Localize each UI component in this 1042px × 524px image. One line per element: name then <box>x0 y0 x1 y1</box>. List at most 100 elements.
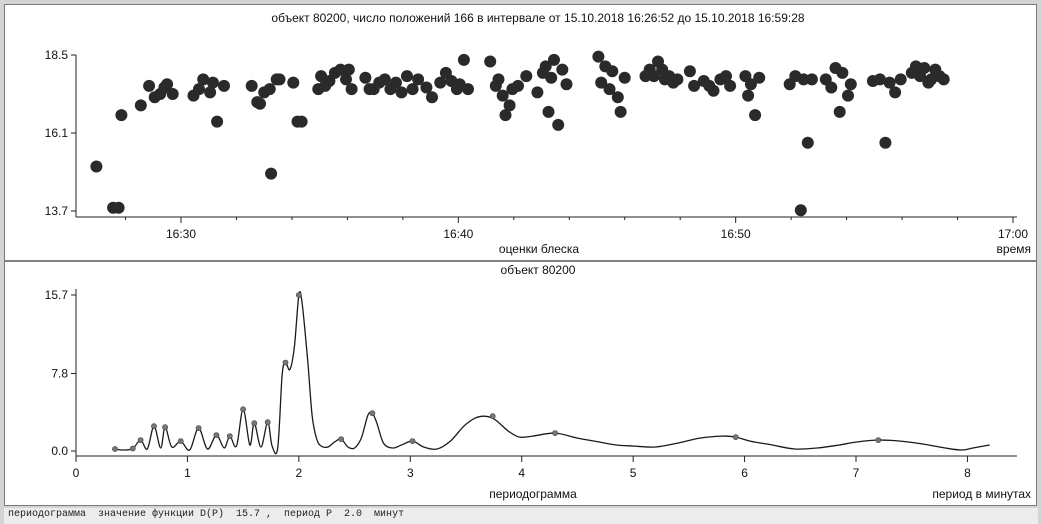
x-tick-label: 8 <box>964 466 971 480</box>
scatter-point <box>211 115 224 128</box>
scatter-point <box>720 70 732 83</box>
scatter-point <box>539 60 552 73</box>
scatter-point <box>937 73 950 86</box>
periodogram-peak-point <box>338 436 345 442</box>
scatter-point <box>836 66 849 79</box>
scatter-point <box>434 76 447 89</box>
top-x-axis-label: оценки блеска <box>499 242 580 256</box>
scatter-point <box>894 73 907 86</box>
x-tick-label: 6 <box>741 466 748 480</box>
scatter-point <box>688 79 701 92</box>
scatter-point <box>115 109 128 122</box>
scatter-point <box>918 62 931 74</box>
scatter-point <box>395 86 408 99</box>
scatter-point <box>245 79 258 92</box>
scatter-point <box>618 71 631 84</box>
x-tick-label: 0 <box>73 466 80 480</box>
scatter-point <box>647 70 660 83</box>
scatter-point <box>378 73 391 86</box>
scatter-point <box>204 86 217 99</box>
scatter-point <box>873 73 886 86</box>
scatter-point <box>889 86 902 99</box>
scatter-point <box>462 83 474 96</box>
periodogram-peak-point <box>489 413 496 420</box>
scatter-point <box>503 99 516 112</box>
periodogram-peak-point <box>295 292 302 298</box>
scatter-point <box>794 204 807 217</box>
scatter-point <box>265 167 278 180</box>
scatter-point <box>844 78 857 91</box>
scatter-point <box>603 83 616 96</box>
scatter-point <box>606 65 619 78</box>
scatter-point <box>166 88 179 100</box>
periodogram-peak-point <box>112 446 118 452</box>
scatter-point <box>254 97 266 110</box>
top-chart-points <box>90 50 950 217</box>
scatter-point <box>492 73 505 86</box>
chart-panel: объект 80200, число положений 166 в инте… <box>4 4 1037 506</box>
top-x-unit-label: время <box>997 242 1031 256</box>
scatter-point <box>883 76 896 89</box>
scatter-point <box>531 86 544 99</box>
scatter-point <box>484 55 497 68</box>
scatter-point <box>197 73 210 86</box>
scatter-point <box>457 53 470 66</box>
scatter-point <box>340 73 352 86</box>
scatter-point <box>742 89 755 102</box>
periodogram-curve <box>114 291 990 455</box>
scatter-point <box>263 83 276 96</box>
scatter-point <box>614 105 627 118</box>
scatter-point <box>520 70 533 83</box>
bottom-chart-title: объект 80200 <box>501 263 576 277</box>
bottom-x-unit-label: период в минутах <box>932 487 1031 501</box>
scatter-point <box>420 81 433 94</box>
x-tick-label: 7 <box>853 466 860 480</box>
scatter-point <box>548 53 560 66</box>
bottom-y-ticks: 15.7 7.8 0.0 <box>45 288 76 458</box>
y-tick-label: 13.7 <box>45 204 69 218</box>
scatter-point <box>542 105 555 118</box>
scatter-point <box>359 71 372 84</box>
x-tick-label: 3 <box>407 466 414 480</box>
scatter-point <box>683 65 696 78</box>
scatter-point <box>724 79 737 92</box>
status-bar: периодограмма значение функции D(P) 15.7… <box>4 508 1038 524</box>
scatter-point <box>406 83 419 96</box>
scatter-point <box>426 91 438 104</box>
periodogram-peak-point <box>251 420 258 427</box>
brightness-scatter-chart: объект 80200, число положений 166 в инте… <box>45 11 1031 256</box>
periodogram-peak-point <box>129 445 136 452</box>
scatter-point <box>545 71 558 84</box>
periodogram-peak-point <box>552 430 558 436</box>
periodogram-peak-point <box>162 424 168 431</box>
top-x-ticks: 16:30 16:40 16:50 17:00 <box>125 217 1028 241</box>
scatter-point <box>744 78 757 91</box>
x-tick-label: 16:30 <box>166 227 196 241</box>
scatter-point <box>512 79 524 92</box>
scatter-point <box>552 118 565 131</box>
periodogram-peak-point <box>282 359 289 366</box>
scatter-point <box>273 73 286 86</box>
periodogram-peak-point <box>409 438 416 444</box>
periodogram-peak-point <box>177 438 184 444</box>
scatter-point <box>334 63 347 76</box>
scatter-point <box>842 89 854 102</box>
scatter-point <box>206 76 219 89</box>
scatter-point <box>112 201 125 214</box>
scatter-point <box>218 79 230 92</box>
scatter-point <box>499 109 512 122</box>
periodogram-line <box>114 291 990 455</box>
periodogram-peaks <box>112 292 882 452</box>
top-y-ticks: 18.5 16.1 13.7 <box>45 48 76 218</box>
x-tick-label: 1 <box>184 466 191 480</box>
x-tick-label: 5 <box>630 466 637 480</box>
periodogram-peak-point <box>732 434 739 440</box>
periodogram-peak-point <box>195 425 202 431</box>
y-tick-label: 15.7 <box>45 288 69 302</box>
scatter-point <box>143 79 156 92</box>
y-tick-label: 18.5 <box>45 48 69 62</box>
bottom-x-axis-label: периодограмма <box>489 487 577 501</box>
periodogram-peak-point <box>213 432 220 438</box>
scatter-point <box>595 76 608 89</box>
